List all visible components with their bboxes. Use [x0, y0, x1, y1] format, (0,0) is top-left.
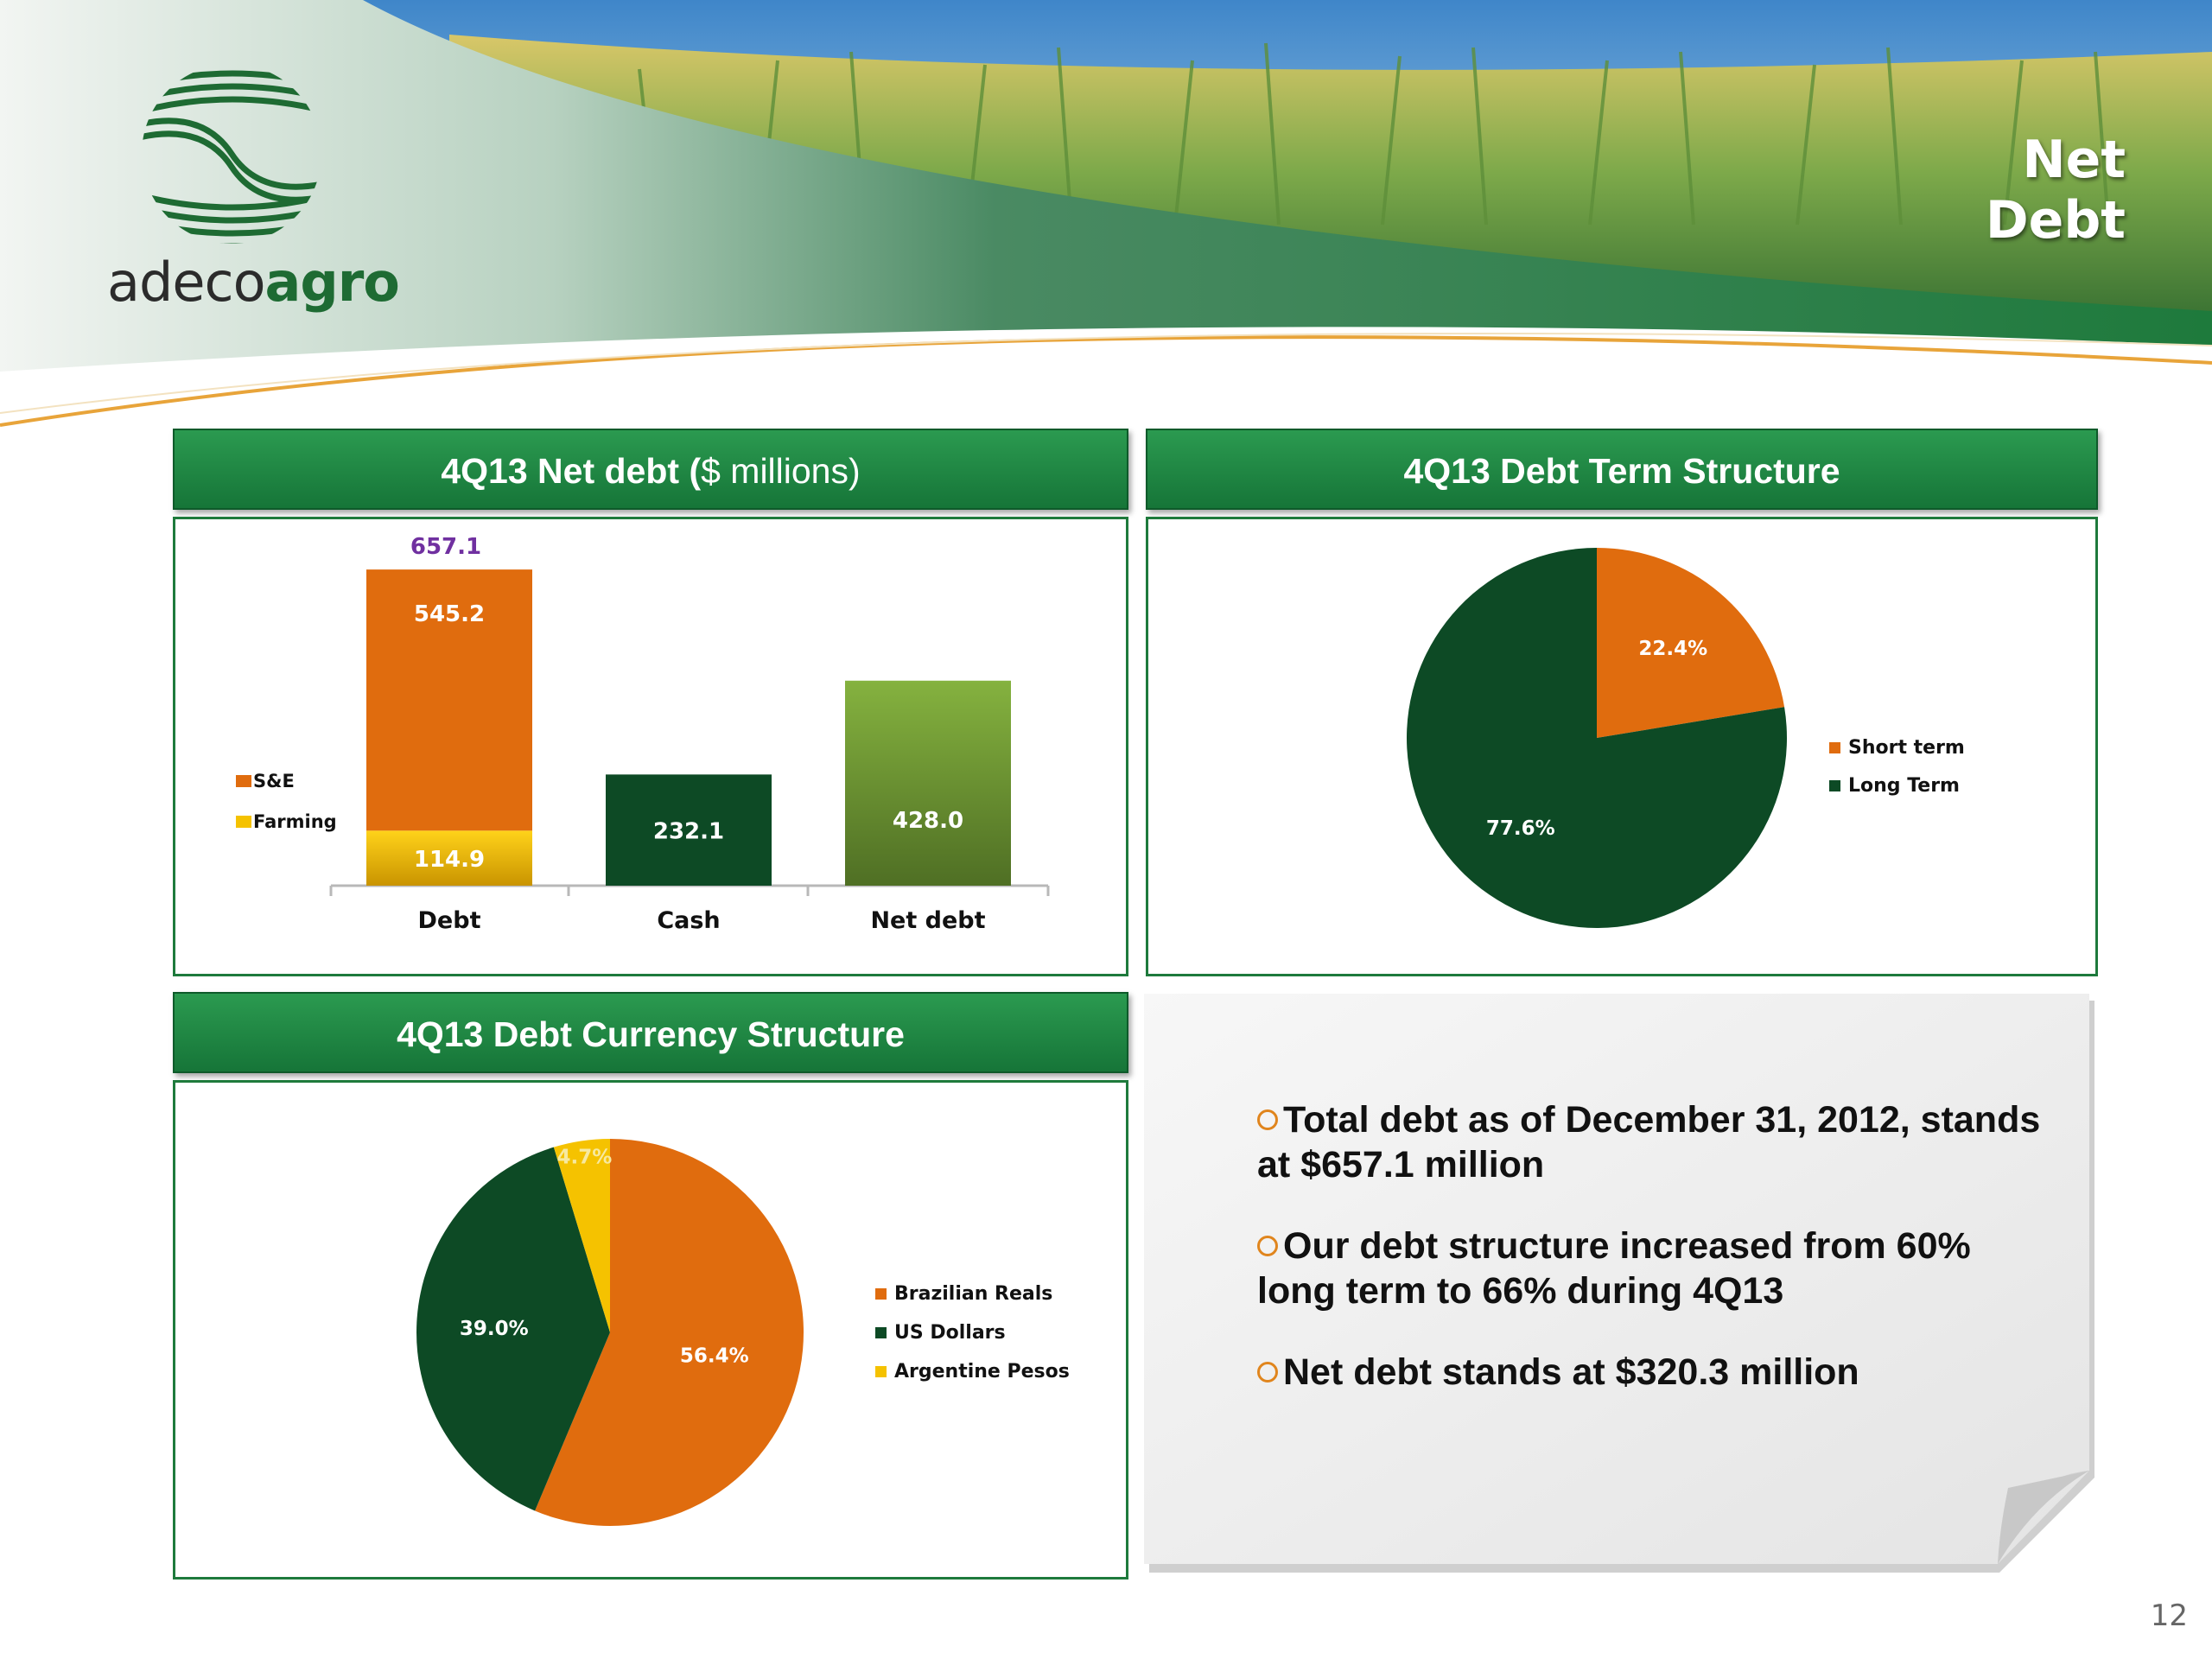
term-legend-label-long-term: Long Term: [1848, 775, 1960, 797]
key-point-debt-structure: Our debt structure increased from 60% lo…: [1257, 1225, 1971, 1312]
currency-slice-label-us-dollars: 39.0%: [460, 1318, 529, 1340]
term-slice-long-term: [1407, 548, 1787, 928]
term-slice-label-long-term: 77.6%: [1486, 817, 1555, 840]
bar-label-farming: 114.9: [414, 847, 485, 873]
x-tick-label: Debt: [418, 907, 481, 934]
bullet-ring-icon: [1257, 1361, 1278, 1382]
legend-label-se: S&E: [253, 771, 295, 791]
currency-slice-label-brazilian-reals: 56.4%: [680, 1344, 749, 1367]
legend-label-farming: Farming: [253, 811, 337, 832]
net-debt-title-bold: 4Q13 Net debt (: [441, 451, 702, 491]
x-tick-label: Cash: [657, 907, 720, 934]
currency-slice-brazilian-reals: [535, 1139, 804, 1526]
bar-label-se: 545.2: [414, 601, 485, 627]
bar-cash: [606, 774, 772, 886]
term-structure-pie-chart: 22.4% Short term 77.6% Long Term: [1407, 548, 1965, 928]
bar-debt-farming: [366, 830, 532, 886]
adecoagro-logo: [142, 64, 321, 244]
logo-wordmark: adecoagro: [107, 251, 400, 314]
currency-legend-label-brazilian-reals: Brazilian Reals: [894, 1283, 1052, 1305]
term-legend-swatch-short-term: [1829, 742, 1840, 753]
term-legend-label-short-term: Short term: [1848, 737, 1965, 759]
bullet-ring-icon: [1257, 1235, 1278, 1256]
legend-swatch-farming: [236, 816, 251, 828]
currency-legend-label-us-dollars: US Dollars: [894, 1322, 1006, 1344]
term-structure-panel-header: 4Q13 Debt Term Structure: [1146, 429, 2098, 510]
currency-legend-swatch-brazilian-reals: [875, 1288, 887, 1300]
currency-slice-us-dollars: [416, 1147, 610, 1511]
page-title: Net Debt: [1985, 130, 2126, 251]
currency-structure-panel-header: 4Q13 Debt Currency Structure: [173, 992, 1128, 1073]
net-debt-title-units: $ millions): [701, 451, 861, 491]
legend-swatch-se: [236, 775, 251, 787]
page-number: 12: [2150, 1599, 2188, 1633]
header-banner: [0, 0, 2212, 427]
key-point-total-debt: Total debt as of December 31, 2012, stan…: [1257, 1099, 2041, 1185]
bar-label-cash: 232.1: [653, 819, 724, 845]
key-point-net-debt: Net debt stands at $320.3 million: [1257, 1350, 2052, 1395]
currency-structure-pie-chart: 56.4% Brazilian Reals 39.0% US Dollars 4.7% A…: [416, 1139, 1070, 1526]
term-slice-label-short-term: 22.4%: [1638, 638, 1707, 660]
note-card: [1144, 994, 2094, 1573]
net-debt-panel: 114.9 545.2 657.1 232.1 428.0 Debt Cash Net deb…: [173, 517, 1128, 976]
key-points-list: Total debt as of December 31, 2012, stan…: [1257, 1097, 2052, 1431]
bar-total-label: 657.1: [410, 534, 481, 560]
net-debt-panel-header: 4Q13 Net debt ($ millions): [173, 429, 1128, 510]
x-tick-label: Net debt: [870, 907, 985, 934]
bullet-ring-icon: [1257, 1109, 1278, 1130]
bar-label-net-debt: 428.0: [893, 808, 963, 834]
currency-legend-label-argentine-pesos: Argentine Pesos: [894, 1361, 1070, 1382]
term-structure-panel: 22.4% Short term 77.6% Long Term: [1146, 517, 2098, 976]
bar-net-debt: [845, 680, 1011, 886]
currency-slice-label-argentine-pesos: 4.7%: [556, 1147, 612, 1169]
term-legend-swatch-long-term: [1829, 780, 1840, 791]
currency-structure-panel: 56.4% Brazilian Reals 39.0% US Dollars 4.7% A…: [173, 1080, 1128, 1580]
term-slice-short-term: [1597, 548, 1785, 738]
bar-debt-se: [366, 569, 532, 831]
currency-slice-argentine-pesos: [553, 1139, 610, 1332]
currency-legend-swatch-us-dollars: [875, 1327, 887, 1338]
net-debt-bar-chart: 114.9 545.2 657.1 232.1 428.0 Debt Cash Net deb…: [236, 534, 1050, 934]
currency-legend-swatch-argentine-pesos: [875, 1366, 887, 1377]
